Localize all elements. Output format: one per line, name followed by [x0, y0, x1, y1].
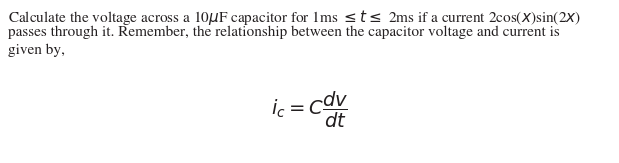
- Text: Calculate the voltage across a 10$\mu$F capacitor for 1ms $\leq t \leq$ 2ms if a: Calculate the voltage across a 10$\mu$F …: [8, 8, 581, 27]
- Text: passes through it. Remember, the relationship between the capacitor voltage and : passes through it. Remember, the relatio…: [8, 26, 560, 39]
- Text: $i_c = C\dfrac{dv}{dt}$: $i_c = C\dfrac{dv}{dt}$: [271, 90, 348, 130]
- Text: given by,: given by,: [8, 44, 65, 57]
